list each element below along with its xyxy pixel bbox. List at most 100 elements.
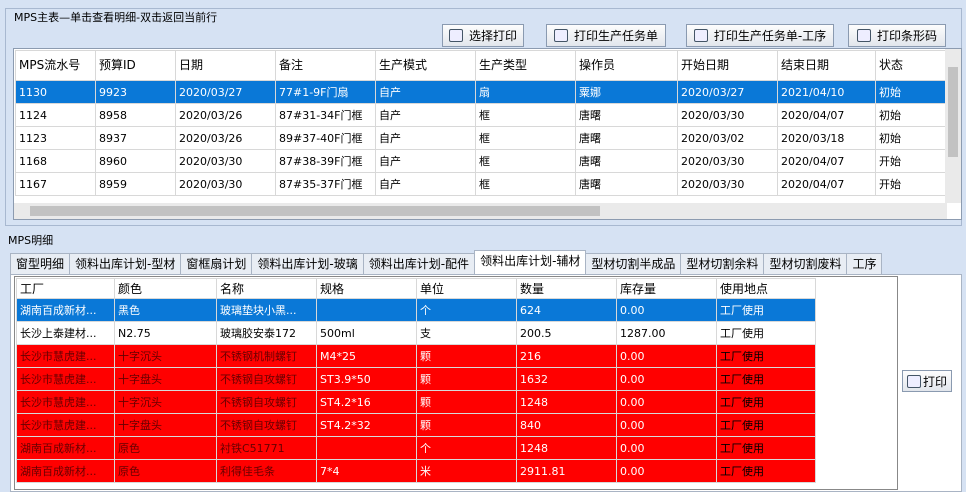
column-header[interactable]: 操作员	[575, 50, 678, 81]
column-header[interactable]: 备注	[275, 50, 376, 81]
table-cell: 十字盘头	[114, 413, 217, 437]
table-cell: 工厂使用	[716, 344, 816, 368]
table-cell: 2020/03/30	[175, 149, 276, 173]
print-button[interactable]: 打印	[902, 370, 952, 392]
v-scrollbar[interactable]	[945, 49, 961, 203]
tab[interactable]: 型材切割废料	[763, 253, 848, 274]
table-cell: 米	[416, 459, 517, 483]
table-cell: 唐曙	[575, 172, 678, 196]
table-row[interactable]: 1168 8960 2020/03/30 87#38-39F门框 自产框唐曙 2020/0…	[15, 149, 946, 173]
tab[interactable]: 窗型明细	[10, 253, 71, 274]
table-cell: 2020/03/26	[175, 126, 276, 150]
column-header[interactable]: 开始日期	[677, 50, 778, 81]
tab[interactable]: 领料出库计划-型材	[69, 253, 182, 274]
scroll-thumb[interactable]	[30, 206, 600, 216]
table-cell: 89#37-40F门框	[275, 126, 376, 150]
table-cell: N2.75	[114, 321, 217, 345]
table-cell: 0.00	[616, 436, 717, 460]
print-icon	[448, 29, 463, 42]
table-row[interactable]: 1130 9923 2020/03/27 77#1-9F门扇 自产扇粟娜 2020/03/…	[15, 80, 946, 104]
tab[interactable]: 领料出库计划-辅材	[474, 250, 587, 274]
column-header[interactable]: MPS流水号	[15, 50, 96, 81]
table-cell: 1167	[15, 172, 96, 196]
table-row[interactable]: 1167 8959 2020/03/30 87#35-37F门框 自产框唐曙 2020/0…	[15, 172, 946, 196]
table-cell: 湖南百成新材...	[16, 298, 115, 322]
table-cell: 2020/03/30	[175, 172, 276, 196]
toolbar-button[interactable]: 打印生产任务单	[546, 24, 666, 47]
column-header[interactable]: 规格	[316, 278, 417, 299]
table-cell: 2020/04/07	[777, 103, 876, 127]
table-cell: 77#1-9F门扇	[275, 80, 376, 104]
button-label: 选择打印	[468, 29, 517, 43]
scroll-thumb[interactable]	[948, 67, 958, 157]
table-row[interactable]: 1124 8958 2020/03/26 87#31-34F门框 自产框唐曙 2020/0…	[15, 103, 946, 127]
table-cell: 颗	[416, 390, 517, 414]
table-cell: 原色	[114, 459, 217, 483]
table-cell: 0.00	[616, 390, 717, 414]
table-cell: 自产	[375, 149, 476, 173]
column-header[interactable]: 单位	[416, 278, 517, 299]
column-header[interactable]: 名称	[216, 278, 317, 299]
tab[interactable]: 窗框扇计划	[180, 253, 253, 274]
column-header[interactable]: 生产类型	[475, 50, 576, 81]
table-cell: 工厂使用	[716, 436, 816, 460]
table-cell: 工厂使用	[716, 413, 816, 437]
print-icon	[906, 374, 921, 388]
table-cell: 湖南百成新材...	[16, 436, 115, 460]
table-cell: 长沙市慧虎建...	[16, 367, 115, 391]
column-header[interactable]: 预算ID	[95, 50, 176, 81]
table-row[interactable]: 1123 8937 2020/03/26 89#37-40F门框 自产框唐曙 2020/0…	[15, 126, 946, 150]
tab[interactable]: 领料出库计划-配件	[362, 253, 476, 274]
table-cell: 8960	[95, 149, 176, 173]
column-header[interactable]: 生产模式	[375, 50, 476, 81]
table-row[interactable]: 湖南百成新材... 原色 利得佳毛条 7*4 米 2911.81 0.00 工厂使用	[16, 459, 816, 483]
column-header[interactable]: 库存量	[616, 278, 717, 299]
table-cell: 颗	[416, 367, 517, 391]
table-cell: 长沙市慧虎建...	[16, 344, 115, 368]
tab[interactable]: 工序	[846, 253, 883, 274]
column-header[interactable]: 日期	[175, 50, 276, 81]
table-cell: 自产	[375, 80, 476, 104]
column-header[interactable]: 结束日期	[777, 50, 876, 81]
table-row[interactable]: 长沙上泰建材... N2.75 玻璃胶安泰172 500ml 支 200.5 1287.00…	[16, 321, 816, 345]
toolbar-button[interactable]: 打印生产任务单-工序	[686, 24, 834, 47]
table-cell: 工厂使用	[716, 459, 816, 483]
table-cell: 玻璃垫块小黑...	[216, 298, 317, 322]
table-row[interactable]: 湖南百成新材... 原色 衬铁C51771 个 1248 0.00 工厂使用	[16, 436, 816, 460]
table-cell: ST4.2*16	[316, 390, 417, 414]
column-header[interactable]: 数量	[516, 278, 617, 299]
column-header[interactable]: 颜色	[114, 278, 217, 299]
table-cell: 十字盘头	[114, 367, 217, 391]
table-cell: 唐曙	[575, 149, 678, 173]
table-cell: 不锈钢自攻螺钉	[216, 367, 317, 391]
button-label: 打印条形码	[876, 29, 937, 43]
table-cell: ST4.2*32	[316, 413, 417, 437]
table-row[interactable]: 长沙市慧虎建... 十字盘头 不锈钢自攻螺钉 ST3.9*50 颗 1632 0.00 工厂使…	[16, 367, 816, 391]
table-row[interactable]: 长沙市慧虎建... 十字沉头 不锈钢自攻螺钉 ST4.2*16 颗 1248 0.00 工厂使…	[16, 390, 816, 414]
table-cell: 工厂使用	[716, 367, 816, 391]
table-cell: 原色	[114, 436, 217, 460]
table-cell: 唐曙	[575, 126, 678, 150]
table-cell: 500ml	[316, 321, 417, 345]
detail-grid: 工厂 颜色 名称 规格 单位 数量 库存量 使用地点 湖南百成新材... 黑色 玻璃垫块小黑... 个…	[14, 276, 898, 490]
tab[interactable]: 型材切割余料	[680, 253, 765, 274]
toolbar-button[interactable]: 打印条形码	[848, 24, 946, 47]
table-cell: 2020/04/07	[777, 172, 876, 196]
table-row[interactable]: 湖南百成新材... 黑色 玻璃垫块小黑... 个 624 0.00 工厂使用	[16, 298, 816, 322]
table-cell: 2911.81	[516, 459, 617, 483]
h-scrollbar[interactable]	[14, 203, 947, 219]
table-cell: 框	[475, 126, 576, 150]
table-row[interactable]: 长沙市慧虎建... 十字沉头 不锈钢机制螺钉 M4*25 颗 216 0.00 工厂使用	[16, 344, 816, 368]
column-header[interactable]: 状态	[875, 50, 946, 81]
table-cell: 框	[475, 172, 576, 196]
tab[interactable]: 型材切割半成品	[585, 253, 682, 274]
table-cell: 0.00	[616, 344, 717, 368]
table-cell: 87#35-37F门框	[275, 172, 376, 196]
table-row[interactable]: 长沙市慧虎建... 十字盘头 不锈钢自攻螺钉 ST4.2*32 颗 840 0.00 工厂使用	[16, 413, 816, 437]
tab[interactable]: 领料出库计划-玻璃	[251, 253, 364, 274]
column-header[interactable]: 使用地点	[716, 278, 816, 299]
toolbar-button[interactable]: 选择打印	[442, 24, 524, 47]
column-header[interactable]: 工厂	[16, 278, 115, 299]
table-cell: 1124	[15, 103, 96, 127]
